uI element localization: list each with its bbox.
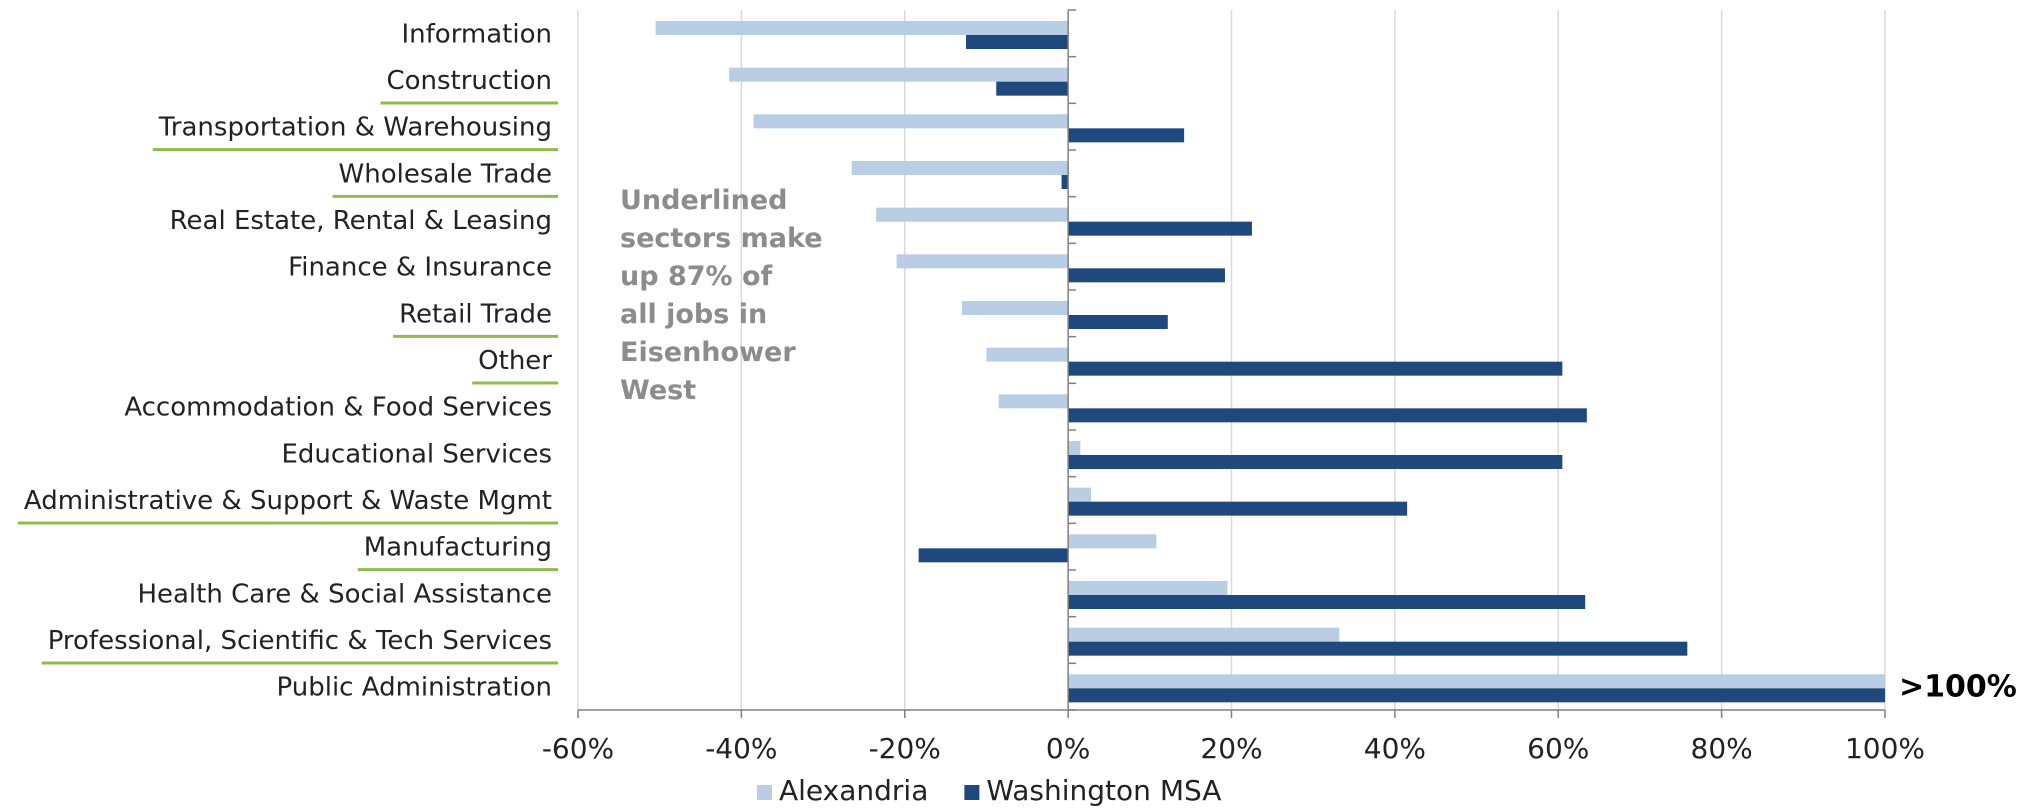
category-label: Transportation & Warehousing [158, 113, 552, 143]
bar-alexandria [851, 161, 1069, 175]
bar-alexandria [655, 21, 1069, 35]
bar-alexandria [1068, 627, 1340, 642]
category-label: Wholesale Trade [339, 159, 552, 189]
bar-alexandria [729, 67, 1069, 82]
x-tick-label: -40% [705, 732, 777, 765]
legend: Alexandria Washington MSA [757, 774, 1221, 807]
bar-washington-msa [996, 81, 1069, 96]
category-label: Professional, Scientific & Tech Services [48, 626, 552, 656]
bar-alexandria [876, 207, 1069, 222]
bar-washington-msa [1068, 408, 1587, 423]
x-tick-label: 100% [1845, 732, 1925, 765]
legend-swatch [757, 785, 772, 800]
bar-washington-msa [966, 35, 1069, 49]
overflow-label: >100% [1899, 670, 2017, 705]
bar-washington-msa [1068, 268, 1225, 283]
bar-washington-msa [1068, 455, 1563, 469]
bar-alexandria [1068, 581, 1228, 595]
bar-alexandria [896, 254, 1069, 269]
annotation-line: Eisenhower [620, 337, 796, 368]
axes [577, 9, 1886, 718]
category-label: Retail Trade [399, 299, 552, 329]
bar-washington-msa [1068, 315, 1168, 329]
x-tick-label: 0% [1046, 732, 1090, 765]
x-tick-label: 20% [1200, 732, 1262, 765]
bar-washington-msa [1061, 175, 1069, 189]
bar-washington-msa [918, 548, 1069, 563]
annotation-line: sectors make [620, 223, 823, 254]
annotation-note: Underlined sectors make up 87% of all jobs … [620, 185, 823, 406]
category-label: Accommodation & Food Services [124, 393, 552, 423]
category-label: Other [478, 346, 552, 376]
x-tick-label: -20% [869, 732, 941, 765]
annotation-line: up 87% of [620, 261, 773, 292]
category-label: Finance & Insurance [288, 253, 552, 283]
category-label: Health Care & Social Assistance [137, 579, 552, 609]
bar-alexandria [986, 347, 1069, 362]
bar-alexandria [961, 301, 1069, 315]
legend-swatch [964, 785, 980, 800]
bar-washington-msa [1068, 361, 1563, 376]
bar-alexandria [1068, 534, 1157, 549]
bars [655, 21, 1885, 703]
annotation-line: all jobs in [620, 299, 767, 330]
annotation-line: West [620, 375, 696, 406]
category-label: Administrative & Support & Waste Mgmt [24, 486, 552, 516]
x-tick-label: 40% [1364, 732, 1426, 765]
x-tick-label: -60% [542, 732, 614, 765]
x-tick-labels: -60% -40% -20% 0% 20% 40% 60% 80% 100% [542, 732, 1925, 765]
bar-washington-msa [1068, 221, 1252, 236]
legend-label: Alexandria [779, 774, 928, 807]
bar-washington-msa [1068, 501, 1408, 516]
category-label: Real Estate, Rental & Leasing [170, 206, 552, 236]
category-label: Information [401, 19, 552, 49]
bar-alexandria [1068, 441, 1081, 455]
x-tick-label: 80% [1691, 732, 1753, 765]
bar-alexandria [1068, 487, 1091, 502]
bar-alexandria [1068, 674, 1885, 689]
bar-washington-msa [1068, 688, 1885, 703]
x-tick-label: 60% [1527, 732, 1589, 765]
bar-washington-msa [1068, 595, 1586, 609]
category-label: Public Administration [277, 673, 552, 703]
category-label: Educational Services [282, 439, 553, 469]
category-label: Manufacturing [364, 533, 552, 563]
bar-alexandria [998, 394, 1069, 409]
annotation-line: Underlined [620, 185, 787, 216]
bar-washington-msa [1068, 128, 1185, 143]
category-label: Construction [386, 66, 552, 96]
bar-washington-msa [1068, 641, 1688, 656]
bar-alexandria [753, 114, 1069, 129]
category-labels: Information Construction Transportation & … [17, 19, 558, 703]
legend-label: Washington MSA [986, 774, 1221, 807]
